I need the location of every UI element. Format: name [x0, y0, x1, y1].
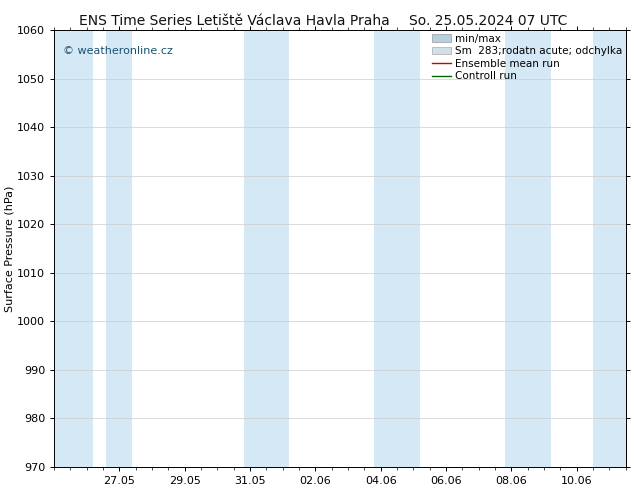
- Bar: [593, 30, 626, 467]
- Bar: [243, 30, 289, 467]
- Text: © weatheronline.cz: © weatheronline.cz: [63, 46, 172, 56]
- Bar: [107, 30, 133, 467]
- Bar: [505, 30, 550, 467]
- Legend: min/max, Sm  283;rodatn acute; odchylka, Ensemble mean run, Controll run: min/max, Sm 283;rodatn acute; odchylka, …: [430, 31, 624, 83]
- Bar: [374, 30, 420, 467]
- Bar: [54, 30, 93, 467]
- Y-axis label: Surface Pressure (hPa): Surface Pressure (hPa): [4, 185, 14, 312]
- Text: ENS Time Series Letiště Václava Havla Praha: ENS Time Series Letiště Václava Havla Pr…: [79, 14, 390, 28]
- Text: So. 25.05.2024 07 UTC: So. 25.05.2024 07 UTC: [409, 14, 567, 28]
